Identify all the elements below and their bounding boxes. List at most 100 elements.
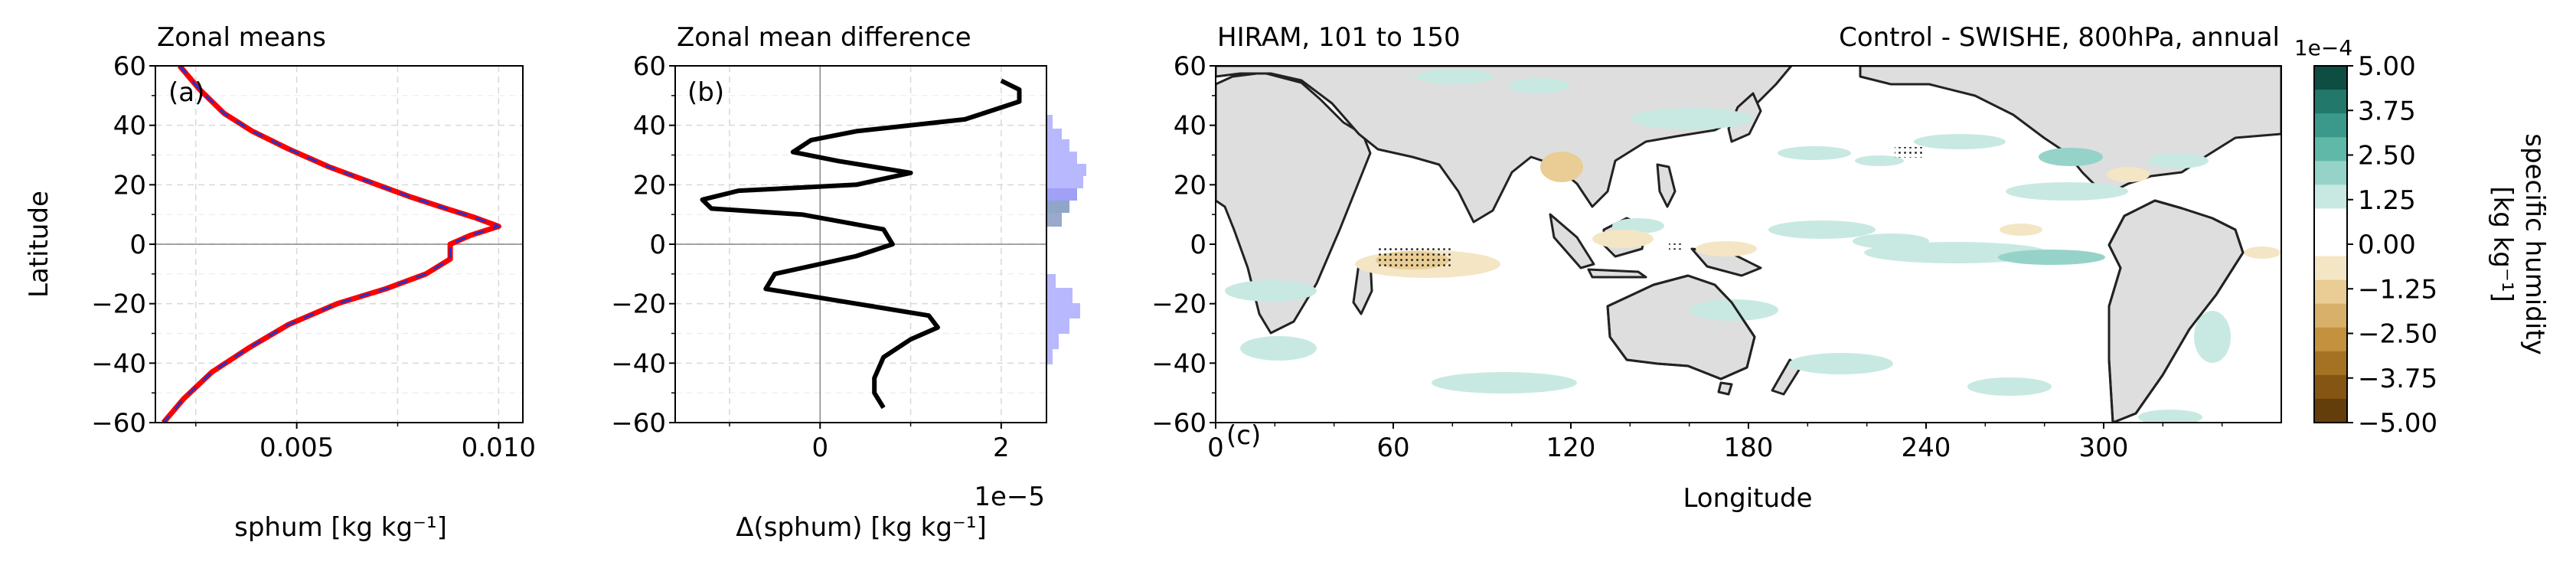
colorbar: 1e−4 5.00 3.75 2.50 1.25 0.00 −1.25 −2.50 −3.75… [2294,35,2550,439]
panel-c-title-right: Control - SWISHE, 800hPa, annual [1839,22,2280,53]
hist-bar [1046,334,1059,349]
y-tick-label: −60 [1151,408,1206,439]
anomaly-negative [2244,247,2281,259]
panel-a-lines [161,66,501,423]
x-tick-label: 240 [1902,433,1951,463]
anomaly-positive [1778,146,1851,160]
panel-b-offset-text: 1e−5 [974,482,1045,512]
x-tick-label: 0.005 [260,433,334,463]
hist-bar [1046,152,1077,164]
panel-b-label: (b) [687,77,724,108]
colorbar-blocks [2314,66,2347,423]
anomaly-positive [1432,372,1577,394]
colorbar-tick-label: 2.50 [2358,141,2416,171]
panel-a-ylabel: Latitude [24,191,54,298]
colorbar-ticks: 5.00 3.75 2.50 1.25 0.00 −1.25 −2.50 −3.75 −5.00 [2347,51,2437,439]
anomaly-positive [1225,280,1317,302]
panel-a-xticks: 0.005 0.010 [194,423,536,463]
colorbar-tick-label: −1.25 [2358,274,2437,305]
panel-a-yticks: 60 40 20 0 −20 −40 −60 [91,51,155,439]
colorbar-tick-label: 3.75 [2358,96,2416,126]
hist-bar [1046,274,1056,288]
panel-b-histogram [1046,115,1086,364]
anomaly-positive [1768,220,1876,239]
colorbar-block [2314,66,2347,90]
colorbar-block [2314,161,2347,185]
x-tick-label: 0 [811,433,828,463]
colorbar-tick-label: −2.50 [2358,319,2437,350]
y-tick-label: 0 [1190,230,1206,260]
colorbar-block [2314,208,2347,233]
anomaly-negative [1540,152,1583,182]
series-line-red [161,66,501,423]
land-philippines [1656,163,1677,208]
colorbar-block [2314,90,2347,114]
colorbar-block [2314,327,2347,352]
panel-c-xlabel: Longitude [1683,483,1812,514]
colorbar-block [2314,303,2347,328]
map-coastlines [1606,199,2245,423]
colorbar-block [2314,374,2347,400]
panel-a-title: Zonal means [157,22,326,53]
panel-b: Zonal mean difference (b) 6040200−20−40−… [611,22,1086,543]
panel-b-lines [700,78,1022,410]
hist-bar [1046,349,1053,364]
colorbar-block [2314,398,2347,423]
panel-c-xticks: 0 60 120 180 240 300 [1207,423,2223,463]
land-tasmania [1717,381,1733,396]
colorbar-tick-label: −3.75 [2358,364,2437,394]
panel-b-yticks: 60 40 20 0 −20 −40 −60 [611,51,675,439]
panel-a-label: (a) [168,77,204,108]
hist-bar [1046,176,1083,188]
x-tick-label: 2 [993,433,1010,463]
x-tick-label: 300 [2079,433,2129,463]
panel-c: HIRAM, 101 to 150 Control - SWISHE, 800h… [1151,22,2282,514]
x-tick-label: 180 [1724,433,1774,463]
hist-bar [1046,303,1080,318]
colorbar-block [2314,113,2347,138]
x-tick-label: 0.010 [462,433,536,463]
x-tick-label: 120 [1546,433,1596,463]
y-tick-label: 60 [633,51,666,82]
stipple-region [1378,247,1451,269]
anomaly-positive [1853,234,1929,249]
colorbar-label-line2: [kg kg⁻¹] [2487,186,2518,302]
y-tick-label: −40 [1151,348,1206,379]
colorbar-tick-label: 0.00 [2358,230,2416,260]
anomaly-negative [2107,167,2150,182]
stipple-region [1669,243,1684,250]
y-tick-label: 20 [633,170,666,201]
panel-c-label: (c) [1226,420,1261,451]
y-tick-label: 40 [1174,111,1206,142]
colorbar-label-line1: specific humidity [2519,133,2550,354]
anomaly-positive [1690,299,1778,321]
map-content [1216,66,2281,423]
panel-c-title-left: HIRAM, 101 to 150 [1217,22,1461,53]
y-tick-label: 40 [113,111,146,142]
anomaly-positive [1508,78,1569,93]
panel-c-yticks: 60 40 20 0 −20 −40 −60 [1151,51,1216,439]
colorbar-block [2314,279,2347,305]
y-tick-label: −40 [611,348,666,379]
hist-bar [1046,213,1062,227]
anomaly-positive [1789,353,1893,374]
anomaly-negative [2000,224,2042,236]
coast-australia [1606,274,1756,380]
hist-bar [1046,164,1086,176]
y-tick-label: 20 [113,170,146,201]
anomaly-positive [1855,155,1904,166]
anomaly-positive [2147,153,2209,168]
y-tick-label: 0 [129,230,146,260]
colorbar-offset-text: 1e−4 [2294,35,2352,60]
anomaly-positive [2006,182,2128,201]
y-tick-label: 60 [113,51,146,82]
land-africa [1216,71,1372,335]
x-tick-label: 0 [1207,433,1224,463]
colorbar-block [2314,351,2347,376]
colorbar-tick-label: 5.00 [2358,51,2416,82]
y-tick-label: −20 [1151,289,1206,320]
colorbar-block [2314,137,2347,162]
panel-b-title: Zonal mean difference [677,22,971,53]
hist-bar [1046,201,1069,213]
y-tick-label: 40 [633,111,666,142]
